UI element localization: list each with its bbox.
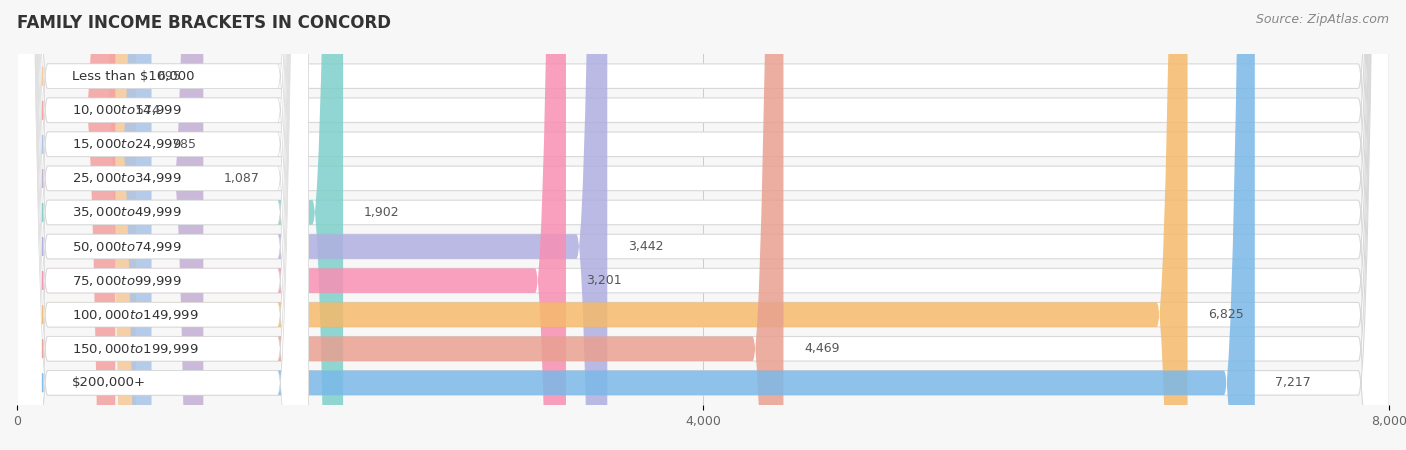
FancyBboxPatch shape xyxy=(17,0,308,450)
FancyBboxPatch shape xyxy=(17,0,115,450)
Text: $150,000 to $199,999: $150,000 to $199,999 xyxy=(72,342,198,356)
Text: 3,442: 3,442 xyxy=(628,240,664,253)
FancyBboxPatch shape xyxy=(17,0,308,450)
FancyBboxPatch shape xyxy=(17,0,1389,450)
Text: 1,087: 1,087 xyxy=(224,172,260,185)
FancyBboxPatch shape xyxy=(17,0,1389,450)
Text: 6,825: 6,825 xyxy=(1208,308,1244,321)
Text: 785: 785 xyxy=(172,138,195,151)
FancyBboxPatch shape xyxy=(17,0,343,450)
FancyBboxPatch shape xyxy=(17,0,1389,450)
FancyBboxPatch shape xyxy=(17,0,1389,450)
Text: $10,000 to $14,999: $10,000 to $14,999 xyxy=(72,103,181,117)
FancyBboxPatch shape xyxy=(17,0,308,450)
Text: 1,902: 1,902 xyxy=(364,206,399,219)
FancyBboxPatch shape xyxy=(17,0,1188,450)
FancyBboxPatch shape xyxy=(17,0,308,450)
Text: $50,000 to $74,999: $50,000 to $74,999 xyxy=(72,239,181,253)
FancyBboxPatch shape xyxy=(17,0,204,450)
FancyBboxPatch shape xyxy=(17,0,308,450)
FancyBboxPatch shape xyxy=(17,0,607,450)
FancyBboxPatch shape xyxy=(17,0,1389,450)
FancyBboxPatch shape xyxy=(17,0,308,450)
FancyBboxPatch shape xyxy=(17,0,567,450)
FancyBboxPatch shape xyxy=(17,0,783,450)
Text: $25,000 to $34,999: $25,000 to $34,999 xyxy=(72,171,181,185)
Text: $200,000+: $200,000+ xyxy=(72,376,146,389)
Text: 3,201: 3,201 xyxy=(586,274,621,287)
FancyBboxPatch shape xyxy=(17,0,308,450)
FancyBboxPatch shape xyxy=(17,0,308,450)
FancyBboxPatch shape xyxy=(17,0,1389,450)
FancyBboxPatch shape xyxy=(17,0,1254,450)
Text: $15,000 to $24,999: $15,000 to $24,999 xyxy=(72,137,181,151)
FancyBboxPatch shape xyxy=(17,0,136,450)
FancyBboxPatch shape xyxy=(17,0,308,450)
Text: 7,217: 7,217 xyxy=(1275,376,1312,389)
Text: 4,469: 4,469 xyxy=(804,342,839,355)
Text: Less than $10,000: Less than $10,000 xyxy=(72,70,194,83)
FancyBboxPatch shape xyxy=(17,0,1389,450)
Text: Source: ZipAtlas.com: Source: ZipAtlas.com xyxy=(1256,14,1389,27)
FancyBboxPatch shape xyxy=(17,0,152,450)
FancyBboxPatch shape xyxy=(17,0,1389,450)
Text: $100,000 to $149,999: $100,000 to $149,999 xyxy=(72,308,198,322)
FancyBboxPatch shape xyxy=(17,0,308,450)
Text: 574: 574 xyxy=(136,104,160,117)
Text: $35,000 to $49,999: $35,000 to $49,999 xyxy=(72,206,181,220)
FancyBboxPatch shape xyxy=(17,0,1389,450)
Text: 695: 695 xyxy=(156,70,180,83)
Text: FAMILY INCOME BRACKETS IN CONCORD: FAMILY INCOME BRACKETS IN CONCORD xyxy=(17,14,391,32)
Text: $75,000 to $99,999: $75,000 to $99,999 xyxy=(72,274,181,288)
FancyBboxPatch shape xyxy=(17,0,1389,450)
